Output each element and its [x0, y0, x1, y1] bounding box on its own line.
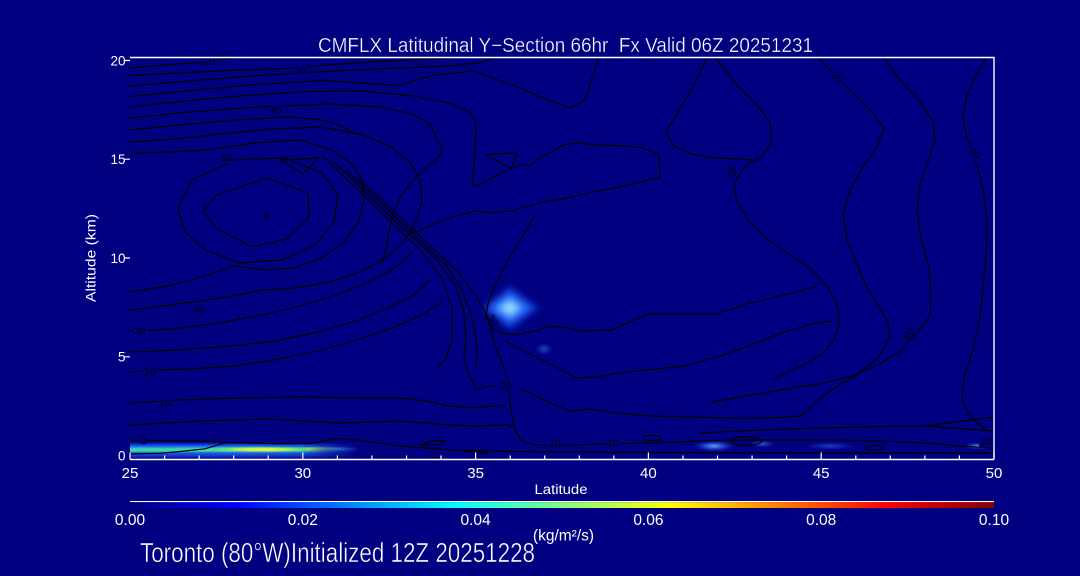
svg-text:30: 30: [134, 326, 146, 338]
svg-text:0.06: 0.06: [633, 512, 663, 529]
svg-text:CMFLX Latitudinal Y−Section 66: CMFLX Latitudinal Y−Section 66hr Fx Vali…: [318, 35, 813, 57]
svg-text:10: 10: [110, 251, 125, 266]
svg-text:40: 40: [270, 105, 282, 117]
svg-text:50: 50: [221, 152, 233, 164]
svg-text:50: 50: [986, 465, 1003, 482]
svg-text:10: 10: [549, 437, 562, 450]
svg-text:0.04: 0.04: [461, 512, 492, 529]
svg-text:40: 40: [640, 465, 657, 482]
svg-text:30: 30: [294, 65, 306, 77]
svg-text:20: 20: [144, 367, 156, 379]
svg-text:10: 10: [980, 437, 992, 449]
svg-text:40: 40: [193, 305, 205, 317]
svg-text:15: 15: [110, 152, 125, 167]
svg-text:(kg/m²/s): (kg/m²/s): [533, 528, 594, 545]
svg-text:5: 5: [118, 350, 126, 365]
svg-text:0.02: 0.02: [288, 512, 318, 529]
svg-text:30: 30: [294, 465, 311, 482]
svg-text:0.10: 0.10: [979, 512, 1010, 529]
svg-text:30: 30: [724, 164, 739, 179]
svg-text:Latitude: Latitude: [535, 482, 588, 497]
svg-text:35: 35: [467, 465, 484, 482]
svg-text:Toronto (80°W)Initialized 12Z: Toronto (80°W)Initialized 12Z 20251228: [140, 537, 535, 568]
svg-text:0: 0: [118, 448, 126, 463]
svg-text:0.08: 0.08: [806, 512, 836, 529]
svg-text:0: 0: [141, 434, 147, 446]
svg-text:20: 20: [110, 53, 125, 68]
svg-text:20: 20: [500, 380, 512, 392]
svg-text:Altitude (km): Altitude (km): [84, 214, 99, 302]
svg-text:20: 20: [902, 326, 916, 340]
svg-text:45: 45: [813, 465, 830, 482]
svg-text:25: 25: [122, 465, 139, 482]
svg-text:10: 10: [159, 398, 171, 410]
svg-text:6: 6: [264, 211, 270, 223]
svg-text:10: 10: [607, 437, 620, 450]
svg-text:0.00: 0.00: [115, 512, 146, 529]
